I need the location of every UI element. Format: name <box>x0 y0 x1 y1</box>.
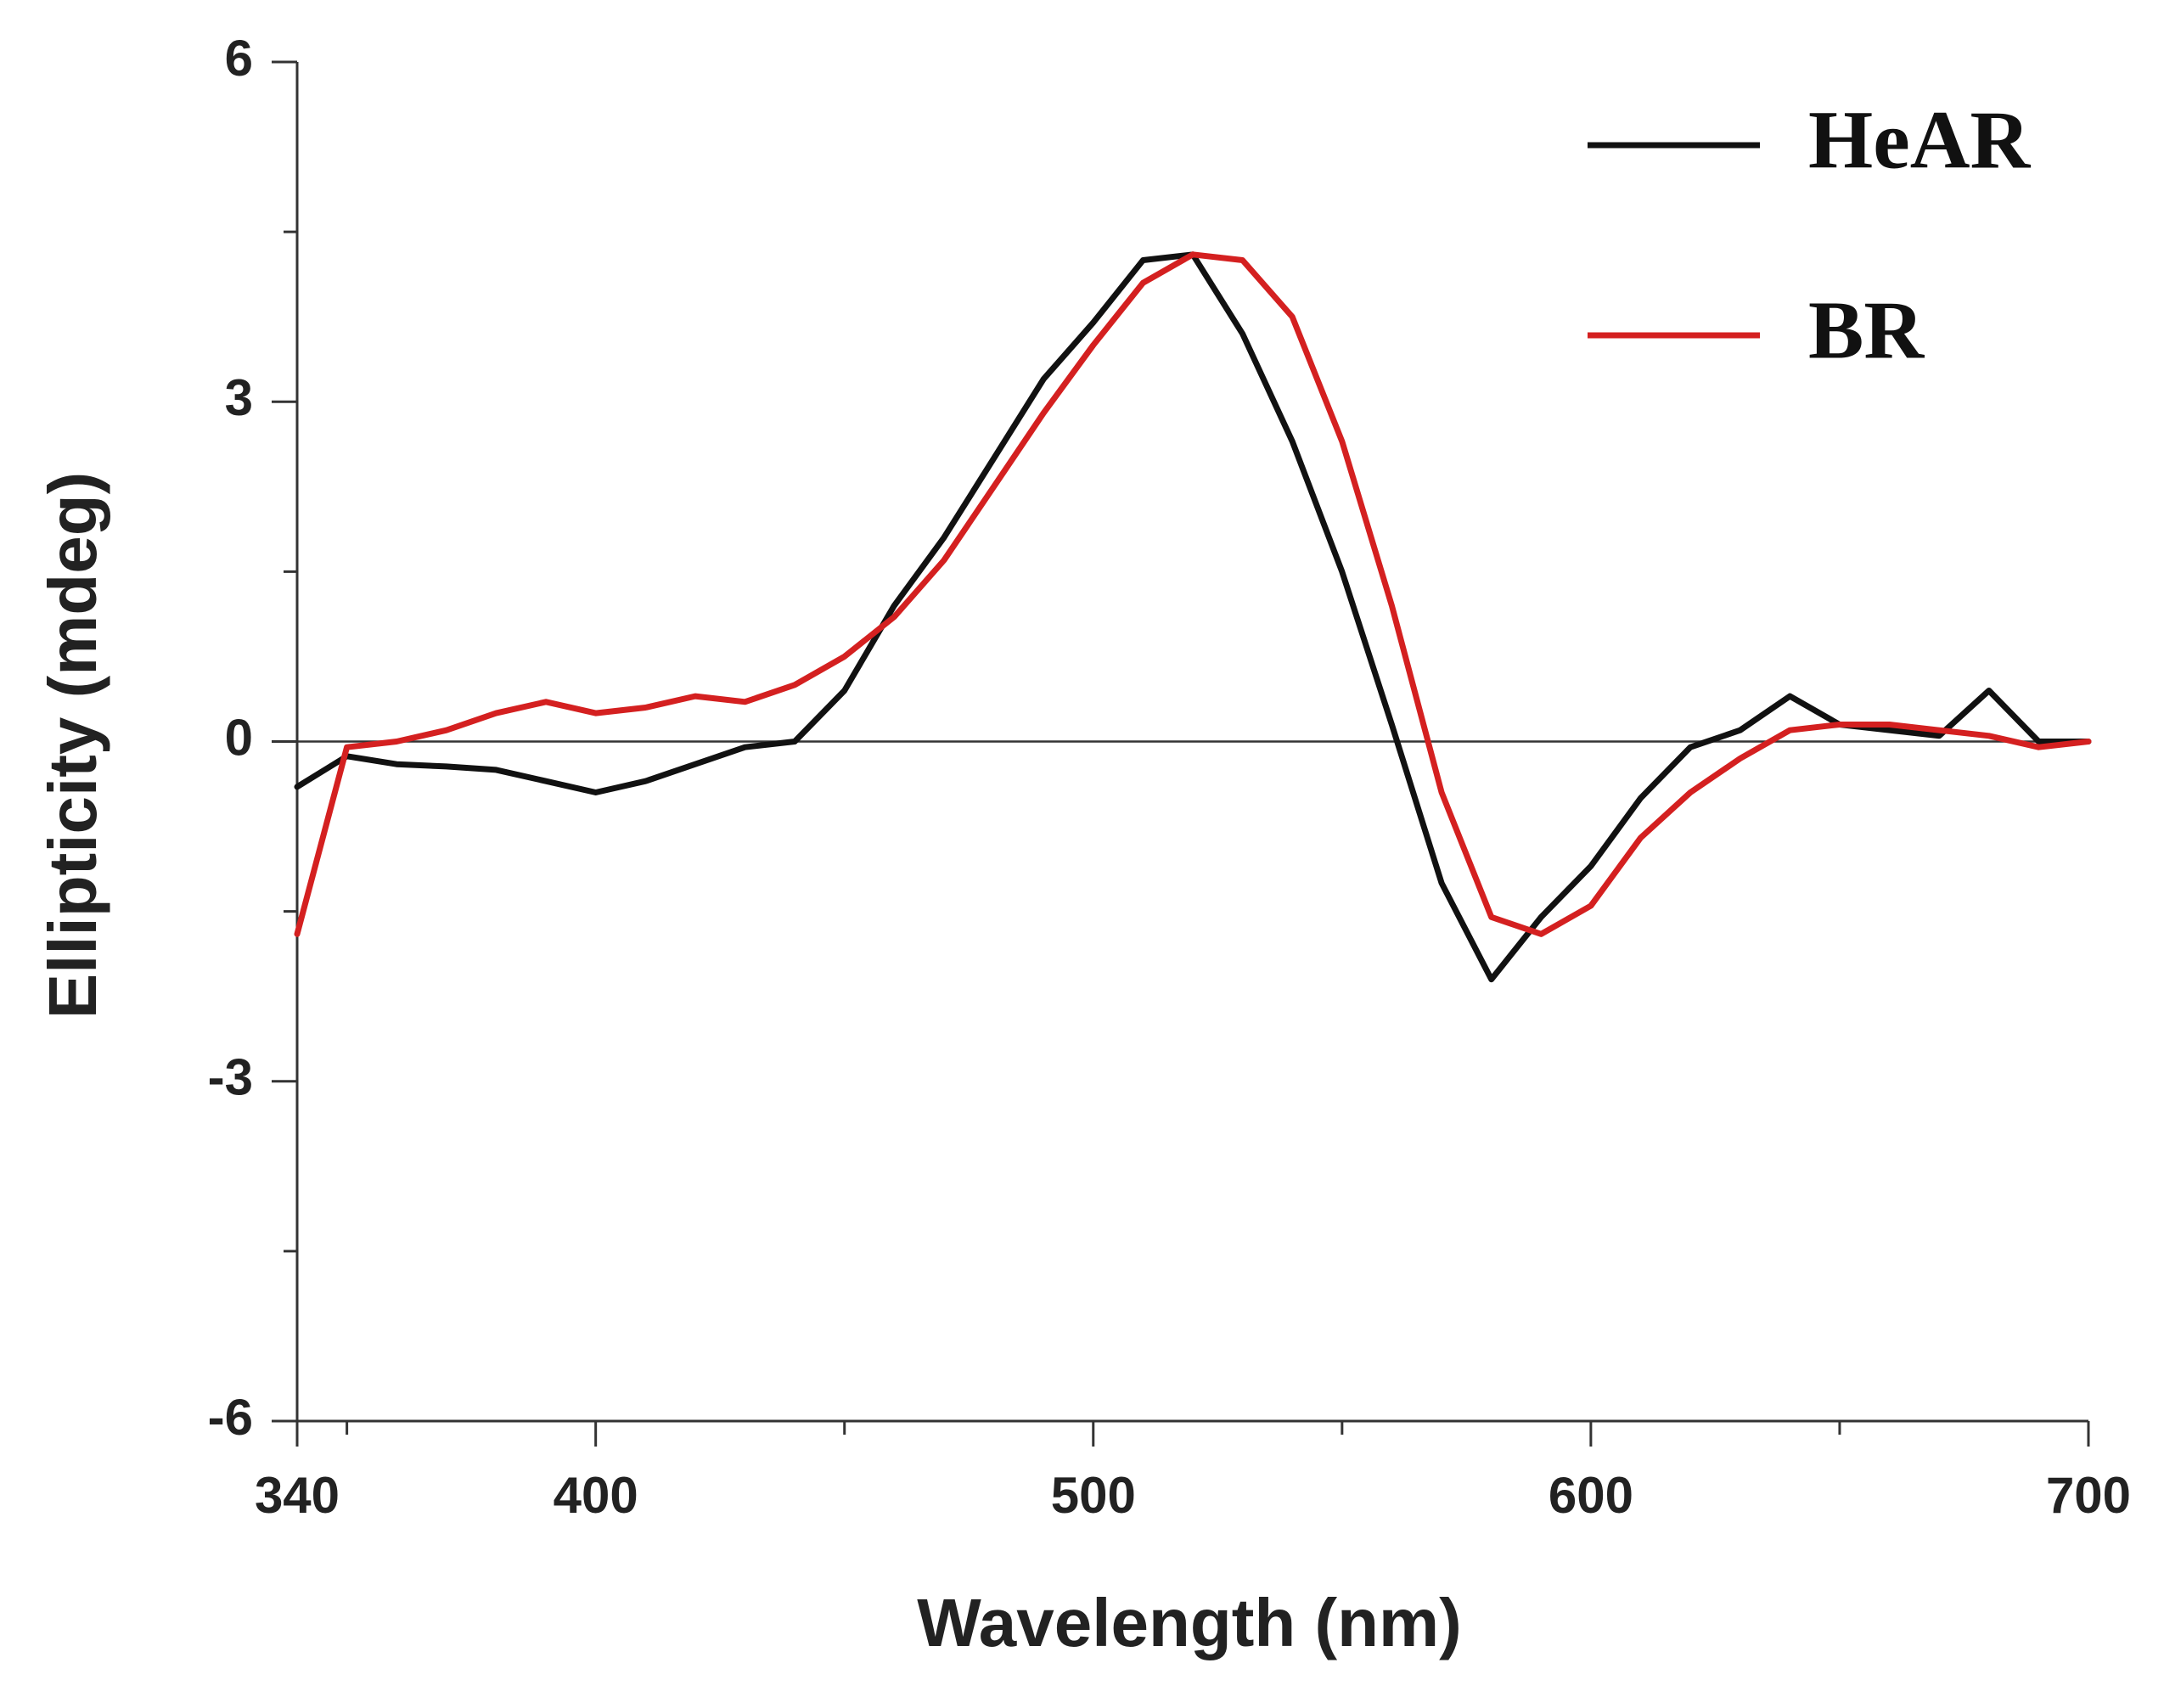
data-line <box>294 251 2092 937</box>
y-tick-label: -6 <box>208 1389 253 1446</box>
y-tick-label: 0 <box>225 709 253 766</box>
x-tick-label: 340 <box>255 1467 340 1524</box>
x-axis-title: Wavelength (nm) <box>917 1585 1461 1660</box>
x-tick-label: 700 <box>2046 1467 2131 1524</box>
legend-label: HeAR <box>1808 94 2031 186</box>
legend-label: BR <box>1808 284 1925 376</box>
x-tick-label: 600 <box>1549 1467 1633 1524</box>
x-tick-label: 500 <box>1051 1467 1136 1524</box>
y-axis-title: Ellipticity (mdeg) <box>35 472 110 1020</box>
x-tick-label: 400 <box>554 1467 638 1524</box>
y-tick-label: 3 <box>225 369 253 426</box>
y-tick-label: -3 <box>208 1049 253 1106</box>
y-tick-label: 6 <box>225 30 253 87</box>
